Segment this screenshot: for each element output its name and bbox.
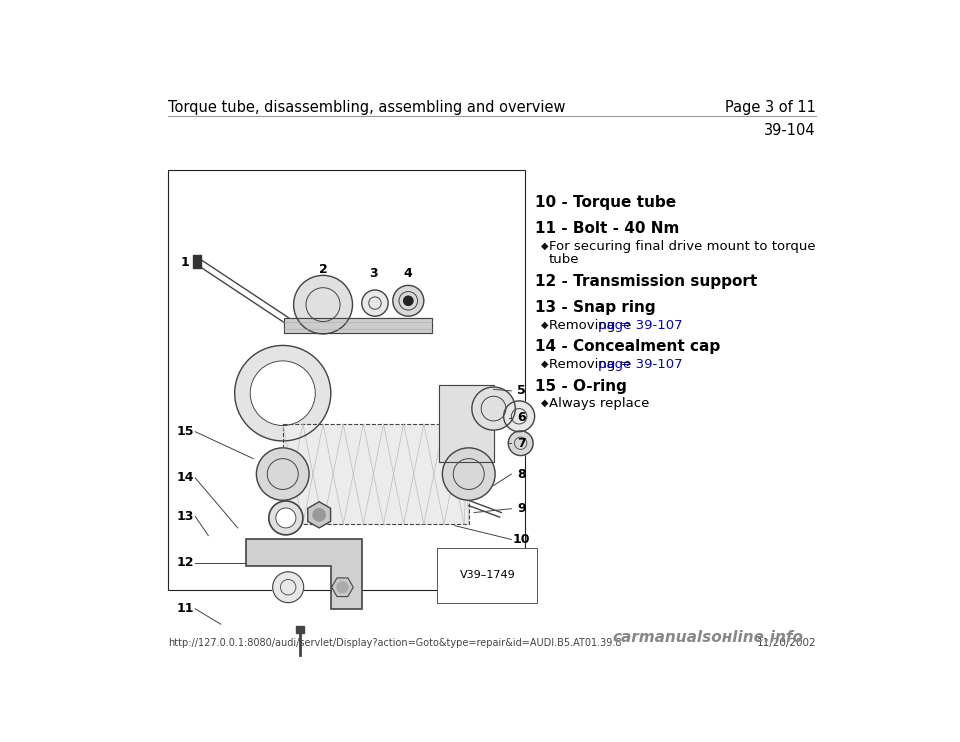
Bar — [440, 386, 493, 462]
Circle shape — [273, 572, 303, 603]
Bar — [440, 386, 493, 462]
Text: Removing ⇒: Removing ⇒ — [548, 318, 635, 332]
Text: 10 - Torque tube: 10 - Torque tube — [535, 195, 676, 210]
Text: page 39-107: page 39-107 — [598, 358, 683, 371]
Text: tube: tube — [548, 253, 579, 266]
Circle shape — [337, 582, 348, 593]
Circle shape — [403, 296, 413, 306]
Text: 1: 1 — [180, 256, 189, 269]
Circle shape — [393, 286, 423, 316]
Circle shape — [234, 346, 331, 441]
Text: 15: 15 — [177, 425, 194, 439]
Text: 6: 6 — [517, 411, 526, 424]
Text: 15 - O-ring: 15 - O-ring — [535, 378, 627, 393]
Bar — [193, 255, 201, 269]
Circle shape — [251, 361, 315, 425]
Circle shape — [472, 387, 516, 430]
Text: Removing ⇒: Removing ⇒ — [548, 358, 635, 371]
Text: 13 - Snap ring: 13 - Snap ring — [535, 300, 656, 315]
Text: 2: 2 — [319, 263, 327, 277]
Bar — [283, 424, 468, 524]
Text: ◆: ◆ — [540, 398, 548, 408]
Text: Page 3 of 11: Page 3 of 11 — [725, 100, 816, 115]
Circle shape — [504, 401, 535, 432]
Text: 8: 8 — [517, 467, 526, 481]
Text: ◆: ◆ — [540, 358, 548, 369]
Bar — [284, 318, 432, 333]
Text: 13: 13 — [177, 510, 194, 523]
Text: Always replace: Always replace — [548, 397, 649, 410]
Polygon shape — [331, 578, 353, 597]
Text: page 39-107: page 39-107 — [598, 318, 683, 332]
Text: 39-104: 39-104 — [764, 123, 816, 138]
Bar — [296, 626, 303, 634]
Text: 4: 4 — [404, 267, 413, 280]
Circle shape — [256, 448, 309, 500]
Polygon shape — [246, 539, 362, 608]
Bar — [284, 318, 432, 333]
Bar — [168, 170, 524, 590]
Text: 7: 7 — [517, 437, 526, 450]
Circle shape — [362, 290, 388, 316]
Text: 11 - Bolt - 40 Nm: 11 - Bolt - 40 Nm — [535, 221, 679, 237]
Text: 14 - Concealment cap: 14 - Concealment cap — [535, 339, 720, 354]
Circle shape — [508, 431, 533, 456]
Text: Torque tube, disassembling, assembling and overview: Torque tube, disassembling, assembling a… — [168, 100, 565, 115]
Circle shape — [294, 275, 352, 334]
Text: ◆: ◆ — [540, 319, 548, 329]
Circle shape — [313, 509, 325, 521]
Text: ◆: ◆ — [540, 240, 548, 251]
Text: 11/20/2002: 11/20/2002 — [756, 638, 816, 648]
Text: 11: 11 — [177, 603, 194, 615]
Text: 12: 12 — [177, 556, 194, 569]
Text: carmanualsонline.info: carmanualsонline.info — [612, 630, 803, 645]
Text: 12 - Transmission support: 12 - Transmission support — [535, 274, 756, 289]
Text: For securing final drive mount to torque: For securing final drive mount to torque — [548, 240, 815, 253]
Text: http://127.0.0.1:8080/audi/servlet/Display?action=Goto&type=repair&id=AUDI.B5.AT: http://127.0.0.1:8080/audi/servlet/Displ… — [168, 638, 621, 648]
Circle shape — [276, 508, 296, 528]
Text: 14: 14 — [177, 471, 194, 485]
Text: 5: 5 — [517, 384, 526, 398]
Polygon shape — [308, 502, 330, 528]
Circle shape — [269, 501, 303, 535]
Text: 3: 3 — [369, 267, 377, 280]
Text: 9: 9 — [517, 502, 526, 515]
Text: V39–1749: V39–1749 — [460, 571, 516, 580]
Text: 10: 10 — [513, 533, 530, 546]
Circle shape — [443, 448, 495, 500]
